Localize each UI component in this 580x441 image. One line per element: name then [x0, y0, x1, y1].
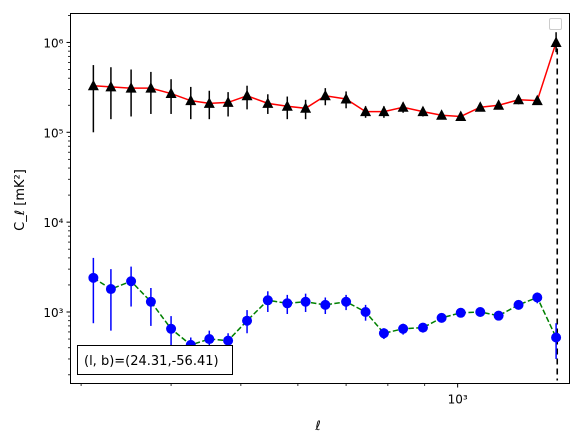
data-point — [185, 94, 197, 106]
data-point — [493, 310, 504, 321]
data-point — [262, 295, 273, 306]
data-point — [165, 87, 177, 99]
data-point — [360, 306, 371, 317]
axes-frame — [70, 13, 570, 384]
plot-area — [87, 32, 562, 381]
annotation-box: (l, b)=(24.31,-56.41) — [77, 345, 233, 375]
series-0 — [87, 32, 562, 133]
data-point — [88, 272, 99, 283]
data-point — [532, 292, 543, 303]
data-point — [417, 322, 428, 333]
data-point — [262, 97, 274, 108]
data-point — [222, 96, 234, 107]
y-tick-label: 10⁴ — [43, 216, 63, 230]
data-point — [436, 109, 448, 120]
data-point — [474, 101, 486, 112]
data-point — [513, 299, 524, 310]
data-point — [166, 323, 177, 334]
data-point — [340, 92, 352, 104]
data-point — [300, 102, 312, 113]
legend-marker — [549, 18, 562, 30]
data-point — [551, 332, 562, 343]
data-point — [531, 94, 543, 106]
data-point — [241, 89, 253, 101]
data-point — [145, 296, 156, 307]
data-point — [105, 80, 117, 92]
data-point — [87, 79, 99, 91]
annotation-frame — [77, 345, 233, 375]
y-axis-label: C_ℓ [mK²] — [13, 169, 28, 231]
data-point — [550, 36, 562, 47]
data-point — [320, 299, 331, 310]
data-point — [204, 334, 215, 345]
data-point — [203, 97, 215, 108]
data-point — [378, 328, 389, 339]
data-point — [360, 105, 372, 117]
data-point — [145, 82, 157, 93]
tick-layer: 10³ 10⁴ 10⁵ 10⁶ 10³ — [43, 15, 468, 407]
data-point — [475, 306, 486, 317]
data-point — [319, 89, 331, 101]
data-point — [417, 105, 429, 117]
data-point — [341, 296, 352, 307]
data-point — [281, 100, 293, 111]
data-point — [300, 296, 311, 307]
data-point — [398, 323, 409, 334]
y-tick-label: 10³ — [43, 306, 63, 320]
data-point — [125, 82, 137, 93]
data-point — [455, 110, 467, 121]
data-point — [493, 99, 505, 110]
data-point — [126, 276, 137, 287]
x-axis-label: ℓ — [314, 419, 320, 434]
data-point — [378, 105, 390, 117]
data-point — [242, 315, 253, 326]
data-point — [436, 312, 447, 323]
y-tick-label: 10⁵ — [43, 126, 63, 140]
x-tick-label: 10³ — [448, 393, 468, 407]
legend-box — [549, 18, 562, 30]
data-point — [455, 307, 466, 318]
annotation-text: (l, b)=(24.31,-56.41) — [84, 354, 219, 369]
y-tick-label: 10⁶ — [43, 36, 63, 50]
data-point — [513, 93, 525, 105]
data-point — [105, 284, 116, 295]
data-point — [223, 335, 234, 346]
data-point — [397, 101, 409, 112]
data-point — [282, 298, 293, 309]
